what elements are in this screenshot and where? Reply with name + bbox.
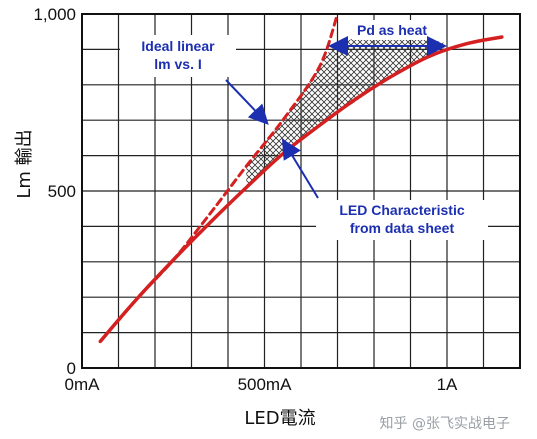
x-tick-label: 500mA [238,375,293,394]
plot-frame [81,13,521,369]
ideal-linear-label-bg [120,35,236,77]
watermark: 知乎 @张飞实战电子 [380,415,510,432]
ideal-linear-label-line2: lm vs. I [154,56,201,72]
led-label-bg [316,200,488,240]
led-label-line1: LED Characteristic [339,202,464,218]
y-tick-label: 500 [48,182,76,201]
x-tick-label: 1A [437,375,458,394]
x-axis-title: LED電流 [244,408,315,429]
led-characteristic-arrow [281,138,319,199]
x-tick-label: 0mA [65,375,101,394]
y-tick-label: 1,000 [33,5,76,24]
y-tick-label: 0 [67,359,76,378]
heat-loss-area [246,33,444,188]
ideal-linear-arrow [225,79,269,125]
series-line-ideal-linear [98,12,339,343]
heat-label-bg [352,20,432,40]
y-tick-labels: 0 500 1,000 [33,5,76,378]
y-axis-title: Lm 輸出 [14,129,35,198]
led-label-line2: from data sheet [350,220,455,236]
ideal-linear-label-line1: Ideal linear [141,38,215,54]
x-tick-labels: 0mA 500mA 1A [65,375,459,394]
heat-label: Pd as heat [357,22,427,38]
